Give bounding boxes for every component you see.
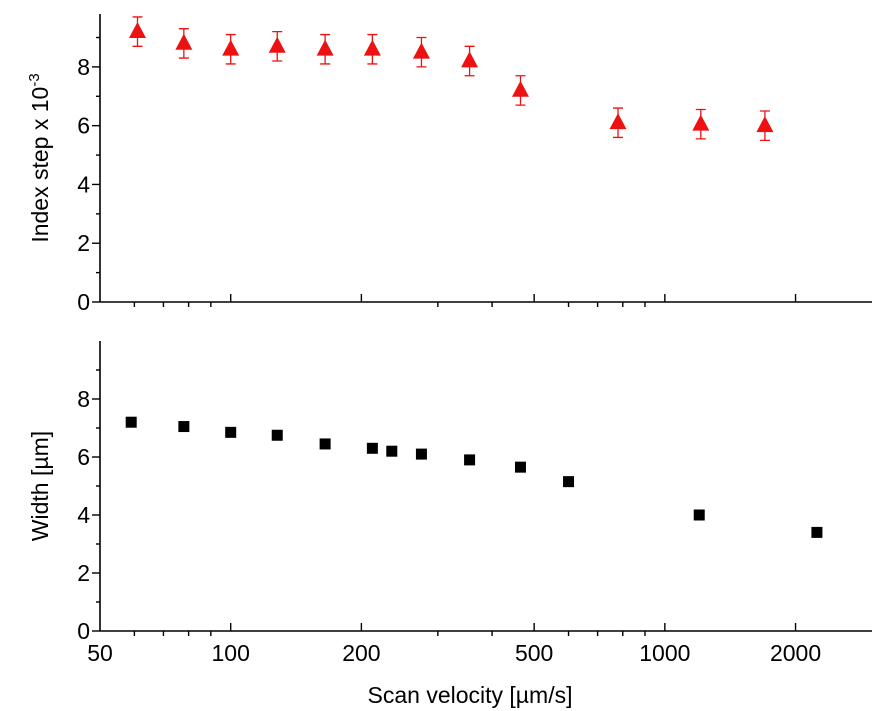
bottom-data-point	[366, 442, 378, 454]
top-y-axis-title: Index step x 10-3	[26, 73, 53, 242]
bottom-x-tick-label: 50	[87, 640, 113, 666]
bottom-data-point	[178, 421, 190, 433]
bottom-data-point	[271, 429, 283, 441]
top-data-point	[609, 113, 627, 130]
top-data-point	[461, 51, 479, 68]
bottom-y-tick-label: 2	[77, 560, 90, 586]
bottom-y-ticks: 0 2 4 6 8	[77, 369, 100, 644]
top-y-ticks: 0 2 4 6 8	[77, 36, 100, 315]
bottom-x-tick-label: 100	[212, 640, 250, 666]
top-y-tick-label: 2	[77, 230, 90, 256]
top-x-ticks	[133, 294, 797, 307]
bottom-data-point	[415, 448, 427, 460]
bottom-y-tick-label: 8	[77, 386, 90, 412]
bottom-data-point	[693, 509, 705, 521]
bottom-data-point	[386, 445, 398, 457]
bottom-data-point	[319, 438, 331, 450]
bottom-panel: 0 2 4 6 8 50 100 200 500 1000 2000 Width [µm] Sca…	[27, 341, 872, 708]
bottom-y-tick-label: 0	[77, 618, 90, 644]
top-data-point	[175, 33, 193, 50]
top-data-point	[692, 114, 710, 131]
bottom-data-point	[225, 426, 237, 438]
top-data-point	[363, 39, 381, 56]
top-y-tick-label: 0	[77, 289, 90, 315]
bottom-data-point	[125, 416, 137, 428]
bottom-data-point	[514, 461, 526, 473]
top-data-point	[511, 80, 529, 97]
bottom-x-tick-label: 200	[342, 640, 380, 666]
bottom-data-point	[563, 476, 575, 488]
bottom-x-tick-label: 500	[515, 640, 553, 666]
top-y-axis-exponent: -3	[26, 73, 43, 86]
bottom-y-tick-label: 6	[77, 444, 90, 470]
top-data-point	[316, 39, 334, 56]
x-axis-title: Scan velocity [µm/s]	[368, 682, 573, 708]
top-y-tick-label: 4	[77, 171, 90, 197]
bottom-data-point	[464, 454, 476, 466]
top-panel: 0 2 4 6 8 Index step x 10-3	[26, 14, 872, 315]
bottom-x-tick-label: 1000	[639, 640, 690, 666]
top-y-tick-label: 6	[77, 113, 90, 139]
bottom-y-axis-title: Width [µm]	[27, 431, 53, 541]
bottom-y-tick-label: 4	[77, 502, 90, 528]
top-y-tick-label: 8	[77, 54, 90, 80]
top-data-point	[412, 42, 430, 59]
bottom-x-ticks: 50 100 200 500 1000 2000	[87, 623, 821, 666]
top-data-point	[756, 116, 774, 133]
top-markers	[128, 16, 774, 142]
bottom-data-point	[811, 526, 823, 538]
top-data-point	[128, 22, 146, 39]
bottom-markers	[125, 416, 823, 538]
top-data-point	[268, 36, 286, 53]
top-data-point	[222, 39, 240, 56]
bottom-x-tick-label: 2000	[770, 640, 821, 666]
